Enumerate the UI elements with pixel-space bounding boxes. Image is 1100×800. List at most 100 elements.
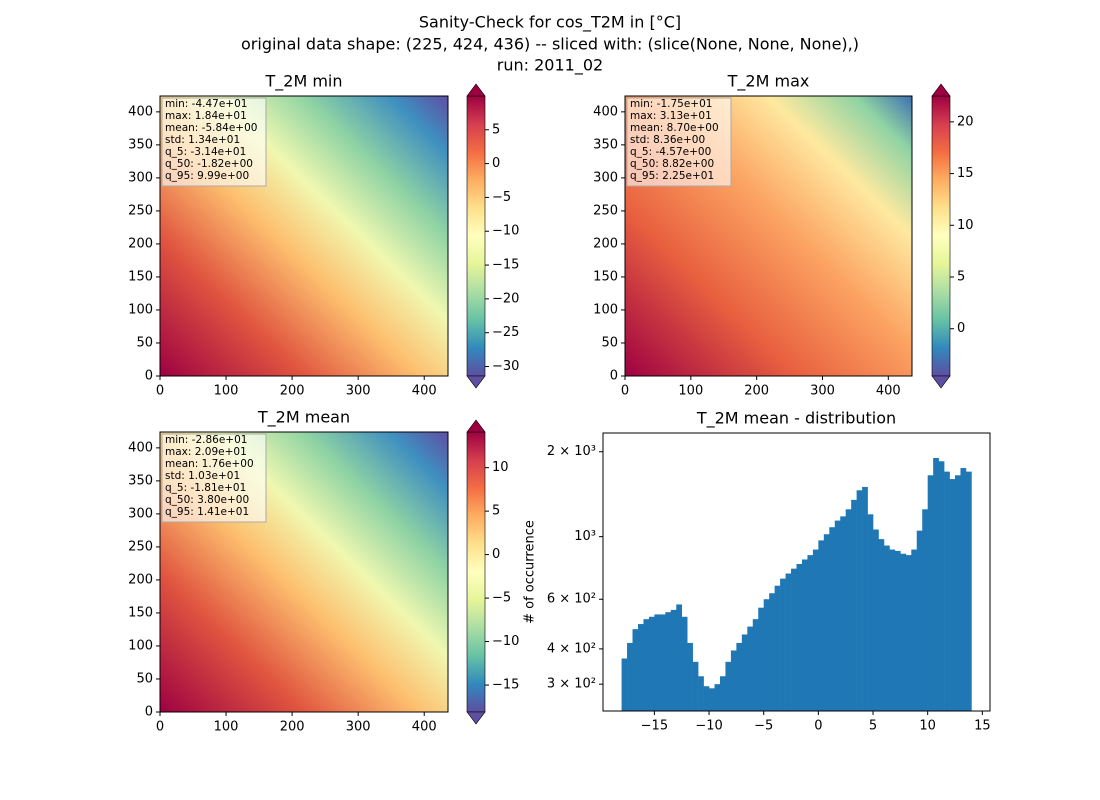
- colorbar-tick-label: 5: [492, 504, 500, 519]
- stats-line: min: -1.75e+01: [630, 98, 712, 110]
- histogram-bar: [949, 479, 956, 711]
- axes-frame: [159, 95, 449, 377]
- histogram-bar: [796, 563, 803, 711]
- histogram-bar: [807, 555, 814, 711]
- stats-line: q_5: -4.57e+00: [630, 146, 711, 158]
- x-tick-label: −10: [695, 719, 722, 734]
- stats-line: q_95: 1.41e+01: [165, 506, 249, 518]
- y-tick-label: 100: [128, 638, 153, 653]
- y-tick-label: 300: [128, 506, 153, 521]
- x-tick-label: 400: [412, 720, 437, 735]
- x-tick-label: 10: [919, 719, 936, 734]
- y-tick-label: 2 × 10³: [547, 444, 596, 459]
- y-tick-label: 150: [593, 269, 618, 284]
- histogram-bar: [648, 616, 655, 711]
- stats-line: q_50: -1.82e+00: [165, 158, 253, 170]
- y-tick-label: 0: [610, 369, 618, 384]
- histogram-bar: [709, 688, 715, 711]
- histogram-bar: [763, 599, 770, 711]
- histogram-bar: [851, 499, 857, 711]
- colorbar-extend: [466, 375, 486, 389]
- y-tick-label: 300: [128, 170, 153, 185]
- colorbar-tick-label: 0: [492, 547, 500, 562]
- y-tick-label: 250: [593, 203, 618, 218]
- histogram-bar: [681, 616, 688, 711]
- histogram-bar: [747, 626, 754, 711]
- histogram-bar: [829, 527, 836, 711]
- stats-line: max: 2.09e+01: [165, 446, 247, 458]
- histogram-bar: [637, 624, 644, 711]
- colorbar-tick-label: 0: [957, 321, 965, 336]
- histogram-bar: [922, 509, 928, 711]
- x-tick-label: 100: [214, 720, 239, 735]
- histogram-bar: [741, 634, 748, 711]
- histogram-bar: [894, 550, 901, 711]
- histogram-bar: [780, 578, 786, 711]
- histogram-bar: [758, 607, 765, 711]
- histogram-bar: [818, 540, 825, 711]
- colorbar-extend: [466, 83, 486, 97]
- y-tick-label: 300: [593, 170, 618, 185]
- histogram-bar: [823, 534, 830, 711]
- axes-frame: [602, 432, 991, 712]
- histogram-bar: [955, 475, 961, 711]
- histogram-bar: [654, 614, 661, 711]
- stats-line: q_5: -3.14e+01: [165, 146, 246, 158]
- x-tick-label: 5: [869, 719, 877, 734]
- colorbar-extend: [931, 83, 951, 97]
- stats-line: max: 3.13e+01: [630, 110, 712, 122]
- histogram-bar: [867, 514, 874, 711]
- chart-title: T_2M mean: [257, 408, 350, 428]
- y-axis-label: # of occurrence: [523, 520, 538, 624]
- y-tick-label: 100: [128, 302, 153, 317]
- axes-frame: [159, 431, 449, 713]
- histogram-bar: [687, 642, 693, 711]
- histogram-bar: [873, 529, 879, 711]
- histogram-bar: [944, 471, 950, 711]
- y-tick-label: 6 × 10²: [547, 592, 596, 607]
- histogram-bar: [905, 555, 912, 711]
- y-tick-label: 50: [136, 671, 153, 686]
- x-tick-label: 300: [346, 720, 371, 735]
- histogram-bar: [812, 549, 819, 711]
- histogram-bar: [889, 549, 896, 711]
- y-tick-label: 150: [128, 605, 153, 620]
- stats-line: mean: 1.76e+00: [165, 458, 254, 470]
- histogram-bar: [698, 676, 704, 711]
- y-tick-label: 3 × 10²: [547, 677, 596, 692]
- stats-box: [626, 97, 732, 187]
- colorbar-tick-label: −30: [492, 359, 519, 374]
- histogram-bar: [965, 471, 972, 711]
- y-tick-label: 4 × 10²: [547, 641, 596, 656]
- histogram-bar: [627, 642, 633, 711]
- histogram-bar: [719, 676, 726, 711]
- colorbar-extend: [466, 711, 486, 725]
- histogram-bar: [933, 457, 939, 711]
- y-tick-label: 200: [128, 236, 153, 251]
- histogram-bar: [845, 509, 852, 711]
- y-tick-label: 400: [128, 104, 153, 119]
- stats-line: q_95: 9.99e+00: [165, 170, 249, 182]
- y-tick-label: 200: [593, 236, 618, 251]
- histogram-bar: [730, 650, 737, 711]
- histogram-bar: [703, 686, 710, 711]
- histogram-bar: [676, 604, 683, 711]
- colorbar-tick-label: 10: [957, 218, 974, 233]
- stats-line: q_5: -1.81e+01: [165, 482, 246, 494]
- histogram-bar: [911, 549, 918, 711]
- histogram-bar: [791, 568, 797, 711]
- x-tick-label: 200: [280, 384, 305, 399]
- histogram-bar: [840, 516, 846, 711]
- stats-line: q_95: 2.25e+01: [630, 170, 714, 182]
- x-tick-label: 15: [974, 719, 991, 734]
- colorbar-tick-label: −15: [492, 258, 519, 273]
- colorbar-tick-label: −10: [492, 224, 519, 239]
- colorbar-tick-label: −5: [492, 591, 511, 606]
- histogram-bar: [916, 530, 923, 711]
- histogram-bar: [900, 553, 907, 711]
- x-tick-label: 100: [678, 384, 703, 399]
- stats-line: min: -2.86e+01: [165, 434, 247, 446]
- histogram-bar: [659, 614, 666, 711]
- figure-title: Sanity-Check for cos_T2M in [°C]: [419, 13, 681, 33]
- y-tick-label: 0: [145, 705, 153, 720]
